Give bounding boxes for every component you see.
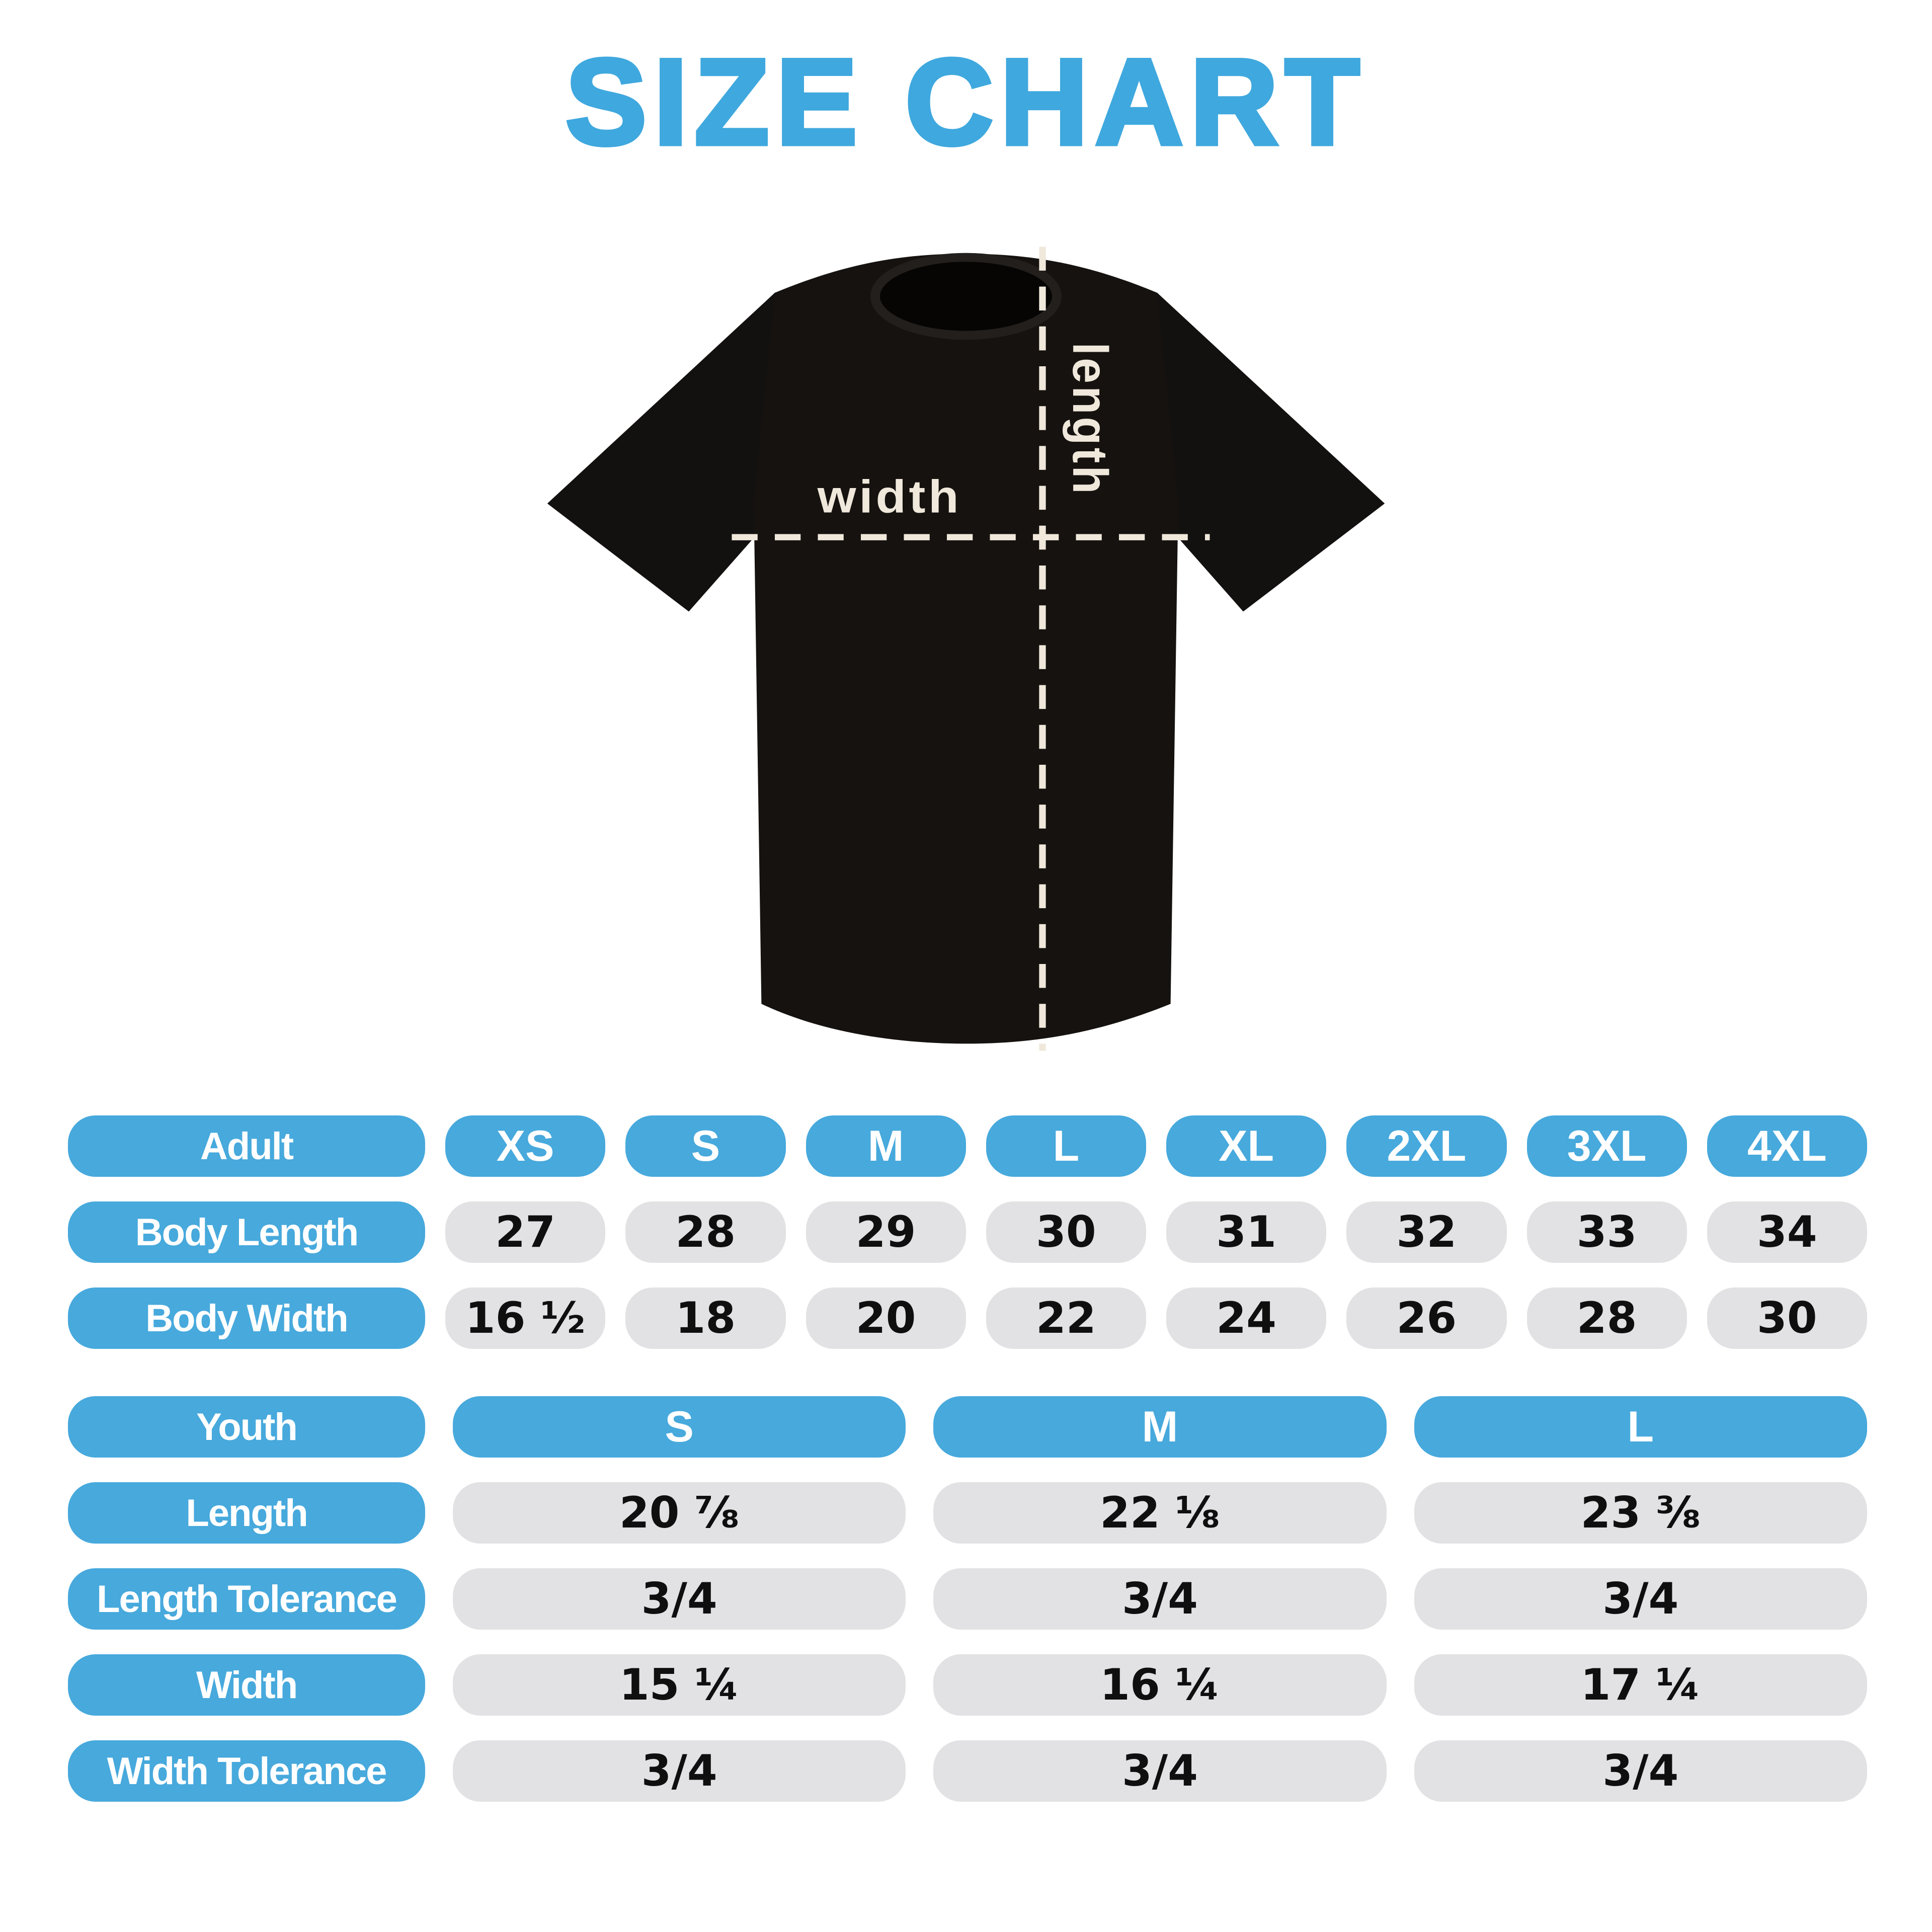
width-value: 16 ¼ (933, 1654, 1387, 1716)
width-tolerance-value: 3/4 (933, 1740, 1387, 1802)
tshirt-right-sleeve (1136, 292, 1385, 612)
page-title: SIZE CHART (564, 34, 1366, 170)
youth-size-table: Youth S M L Length 20 ⅞ 22 ⅛ 23 ⅜ Length… (68, 1396, 1867, 1802)
body-width-value: 28 (1526, 1287, 1687, 1349)
length-value: 20 ⅞ (453, 1482, 906, 1544)
length-tolerance-value: 3/4 (933, 1568, 1387, 1630)
length-label: length (1062, 342, 1117, 496)
width-tolerance-row-label: Width Tolerance (68, 1740, 425, 1802)
body-length-value: 34 (1707, 1201, 1867, 1263)
body-length-value: 29 (806, 1201, 966, 1263)
size-header-cell-xl: XL (1166, 1115, 1327, 1177)
adult-size-table: Adult XS S M L XL 2XL 3XL 4XL Body Lengt… (68, 1115, 1867, 1349)
youth-size-header-s: S (453, 1396, 906, 1458)
tshirt-body (754, 254, 1178, 1044)
size-header-cell-4xl: 4XL (1707, 1115, 1867, 1177)
youth-size-header-l: L (1414, 1396, 1867, 1458)
tshirt-collar-band (870, 253, 1062, 340)
body-length-row-label: Body Length (68, 1201, 425, 1263)
tshirt-illustration: width length (547, 247, 1385, 1051)
size-header-cell-m: M (806, 1115, 966, 1177)
size-header-cell-3xl: 3XL (1526, 1115, 1687, 1177)
body-length-value: 32 (1346, 1201, 1507, 1263)
size-header-cell-2xl: 2XL (1346, 1115, 1507, 1177)
width-label: width (817, 471, 961, 523)
length-tolerance-value: 3/4 (1414, 1568, 1867, 1630)
youth-size-header-m: M (933, 1396, 1387, 1458)
length-value: 23 ⅜ (1414, 1482, 1867, 1544)
tshirt-left-sleeve (547, 292, 796, 612)
length-tolerance-value: 3/4 (453, 1568, 906, 1630)
body-length-value: 31 (1166, 1201, 1327, 1263)
size-header-cell-l: L (986, 1115, 1146, 1177)
size-header-cell-xs: XS (445, 1115, 606, 1177)
body-width-value: 16 ½ (445, 1287, 606, 1349)
body-length-value: 30 (986, 1201, 1146, 1263)
body-width-value: 22 (986, 1287, 1146, 1349)
adult-header-label: Adult (68, 1115, 425, 1177)
body-width-value: 24 (1166, 1287, 1327, 1349)
width-value: 17 ¼ (1414, 1654, 1867, 1716)
body-width-value: 18 (625, 1287, 786, 1349)
width-tolerance-value: 3/4 (1414, 1740, 1867, 1802)
body-width-row-label: Body Width (68, 1287, 425, 1349)
width-tolerance-value: 3/4 (453, 1740, 906, 1802)
body-width-value: 20 (806, 1287, 966, 1349)
tshirt-diagram: width length (488, 211, 1444, 1097)
length-tolerance-row-label: Length Tolerance (68, 1568, 425, 1630)
length-row-label: Length (68, 1482, 425, 1544)
length-value: 22 ⅛ (933, 1482, 1387, 1544)
youth-header-label: Youth (68, 1396, 425, 1458)
body-length-value: 33 (1526, 1201, 1687, 1263)
width-row-label: Width (68, 1654, 425, 1716)
body-width-value: 26 (1346, 1287, 1507, 1349)
width-value: 15 ¼ (453, 1654, 906, 1716)
body-width-value: 30 (1707, 1287, 1867, 1349)
body-length-value: 27 (445, 1201, 606, 1263)
body-length-value: 28 (625, 1201, 786, 1263)
size-header-cell-s: S (625, 1115, 786, 1177)
